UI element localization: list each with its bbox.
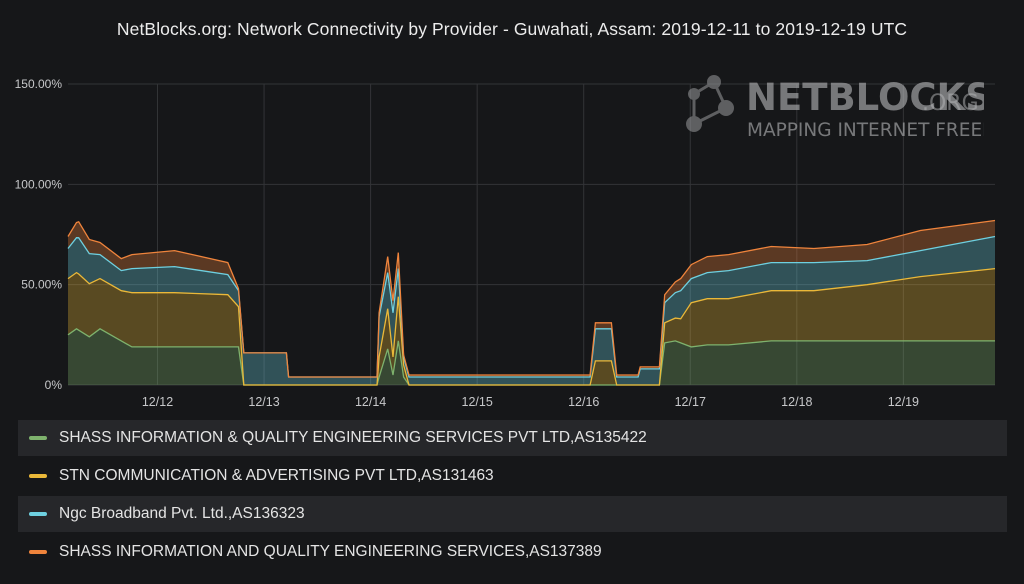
x-tick-label-3: 12/15 [462,395,493,409]
legend-item-3[interactable]: SHASS INFORMATION AND QUALITY ENGINEERIN… [18,534,1007,570]
x-tick-label-1: 12/13 [248,395,279,409]
area-series-0 [68,328,995,385]
line-series-0 [67,328,995,386]
legend: SHASS INFORMATION & QUALITY ENGINEERING … [18,420,1007,572]
stacked-areas [68,220,995,385]
legend-item-2[interactable]: Ngc Broadband Pvt. Ltd.,AS136323 [18,496,1007,532]
legend-label: Ngc Broadband Pvt. Ltd.,AS136323 [59,505,305,522]
line-series-3 [67,219,996,378]
y-tick-label-3: 150.00% [15,77,63,91]
legend-item-0[interactable]: SHASS INFORMATION & QUALITY ENGINEERING … [18,420,1007,456]
legend-label: STN COMMUNICATION & ADVERTISING PVT LTD,… [59,467,494,484]
legend-swatch [29,512,47,516]
x-tick-label-7: 12/19 [888,395,919,409]
chart-plot: 0% 50.00% 100.00% 150.00% 12/12 12/13 12/14 12/… [15,77,996,409]
watermark-tagline: MAPPING INTERNET FREEDOM [747,120,984,141]
legend-label: SHASS INFORMATION & QUALITY ENGINEERING … [59,429,647,446]
y-tick-label-1: 50.00% [21,278,62,292]
series-lines [67,219,996,386]
line-series-1 [67,267,996,386]
netblocks-logo-icon [686,75,734,132]
legend-swatch [29,436,47,440]
x-tick-label-4: 12/16 [568,395,599,409]
area-series-3 [68,220,995,377]
x-tick-label-6: 12/18 [781,395,812,409]
watermark-brand: NETBLOCKS [746,76,984,119]
y-tick-label-2: 100.00% [15,177,63,191]
legend-swatch [29,550,47,554]
netblocks-watermark: NETBLOCKS .ORG MAPPING INTERNET FREEDOM [686,75,984,141]
x-tick-label-0: 12/12 [142,395,173,409]
x-tick-label-5: 12/17 [675,395,706,409]
axis-labels: 0% 50.00% 100.00% 150.00% 12/12 12/13 12/14 12/… [15,77,919,409]
area-series-2 [68,236,995,385]
legend-item-1[interactable]: STN COMMUNICATION & ADVERTISING PVT LTD,… [18,458,1007,494]
chart-title: NetBlocks.org: Network Connectivity by P… [116,19,908,39]
x-tick-label-2: 12/14 [355,395,386,409]
area-series-1 [68,268,995,385]
legend-label: SHASS INFORMATION AND QUALITY ENGINEERIN… [59,543,602,560]
watermark-suffix: .ORG [922,91,979,116]
y-tick-label-0: 0% [45,378,63,392]
legend-swatch [29,474,47,478]
